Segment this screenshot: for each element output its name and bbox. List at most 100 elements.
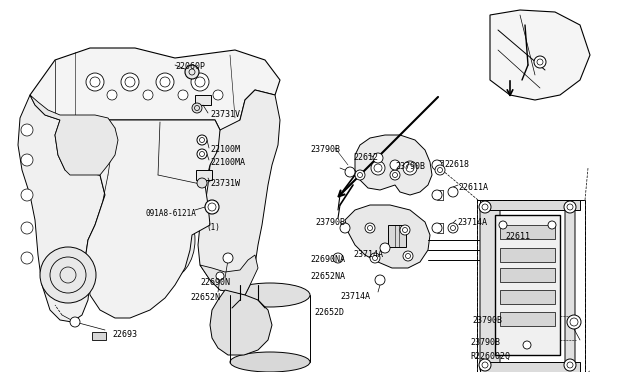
Circle shape (567, 315, 581, 329)
Bar (480, 362, 580, 372)
Bar (500, 290, 555, 304)
Circle shape (21, 222, 33, 234)
Circle shape (107, 90, 117, 100)
Text: 22100MA: 22100MA (210, 158, 245, 167)
Circle shape (40, 247, 96, 303)
Polygon shape (565, 205, 575, 370)
Circle shape (448, 187, 458, 197)
Text: 22611A: 22611A (458, 183, 488, 192)
Circle shape (213, 90, 223, 100)
Bar (500, 225, 555, 239)
Circle shape (86, 73, 104, 91)
Circle shape (548, 221, 556, 229)
Circle shape (523, 341, 531, 349)
Circle shape (345, 167, 355, 177)
Circle shape (390, 170, 400, 180)
Text: 23714A: 23714A (457, 218, 487, 227)
Polygon shape (480, 205, 500, 372)
Circle shape (534, 56, 546, 68)
Circle shape (223, 253, 233, 263)
Bar (196, 170, 212, 180)
Text: 23790B: 23790B (315, 218, 345, 227)
Circle shape (121, 73, 139, 91)
Text: 22652NA: 22652NA (310, 272, 345, 281)
Circle shape (380, 243, 390, 253)
Circle shape (371, 161, 385, 175)
Text: 23790B: 23790B (310, 145, 340, 154)
Text: 22652N: 22652N (190, 293, 220, 302)
Bar (92, 332, 106, 340)
Polygon shape (210, 290, 272, 355)
Text: 23790B: 23790B (395, 162, 425, 171)
Text: 23714A: 23714A (340, 292, 370, 301)
Circle shape (21, 189, 33, 201)
Text: 22611: 22611 (505, 232, 530, 241)
Circle shape (432, 223, 442, 233)
Circle shape (191, 73, 209, 91)
Circle shape (197, 178, 207, 188)
Text: 22690NA: 22690NA (310, 255, 345, 264)
Circle shape (143, 90, 153, 100)
Polygon shape (58, 120, 220, 318)
Circle shape (333, 253, 343, 263)
Text: 22100M: 22100M (210, 145, 240, 154)
Polygon shape (200, 255, 258, 295)
Circle shape (216, 272, 224, 280)
Circle shape (205, 200, 219, 214)
Circle shape (403, 161, 417, 175)
Text: 22612: 22612 (353, 153, 378, 162)
Text: 23731W: 23731W (210, 179, 240, 188)
Bar (500, 248, 555, 262)
Circle shape (70, 317, 80, 327)
Circle shape (400, 225, 410, 235)
Circle shape (403, 251, 413, 261)
Bar (477, 200, 585, 372)
Circle shape (479, 201, 491, 213)
Ellipse shape (135, 200, 195, 280)
Text: 23790B: 23790B (470, 338, 500, 347)
Circle shape (355, 170, 365, 180)
Circle shape (432, 190, 442, 200)
Circle shape (370, 253, 380, 263)
Text: (1): (1) (206, 223, 220, 232)
Circle shape (178, 90, 188, 100)
Ellipse shape (230, 283, 310, 307)
Circle shape (373, 153, 383, 163)
Polygon shape (198, 90, 280, 295)
Bar (195, 95, 211, 105)
Circle shape (479, 359, 491, 371)
Polygon shape (345, 205, 430, 268)
Text: 22693: 22693 (112, 330, 137, 339)
Bar (500, 312, 555, 326)
Circle shape (435, 165, 445, 175)
Circle shape (365, 223, 375, 233)
Circle shape (390, 160, 400, 170)
Circle shape (564, 201, 576, 213)
Circle shape (499, 221, 507, 229)
Circle shape (197, 149, 207, 159)
Bar (477, 200, 585, 372)
Polygon shape (30, 48, 280, 135)
Circle shape (432, 160, 442, 170)
Circle shape (192, 103, 202, 113)
Text: 091A8-6121A: 091A8-6121A (145, 209, 196, 218)
Bar (388, 225, 406, 247)
Bar (500, 268, 555, 282)
Bar (480, 200, 580, 210)
Text: 22060P: 22060P (175, 62, 205, 71)
Circle shape (448, 223, 458, 233)
Circle shape (375, 275, 385, 285)
Circle shape (21, 154, 33, 166)
Circle shape (197, 135, 207, 145)
Text: 23790B: 23790B (472, 316, 502, 325)
Circle shape (156, 73, 174, 91)
Polygon shape (355, 135, 432, 195)
Circle shape (340, 223, 350, 233)
Bar (495, 215, 560, 355)
Polygon shape (30, 95, 118, 175)
Circle shape (564, 359, 576, 371)
Text: 23714A: 23714A (353, 250, 383, 259)
Text: R226002Q: R226002Q (470, 352, 510, 361)
Circle shape (21, 252, 33, 264)
Circle shape (185, 65, 199, 79)
